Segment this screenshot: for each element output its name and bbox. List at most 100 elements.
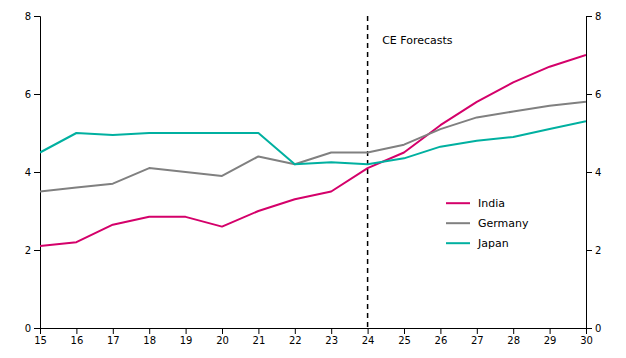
y2-axis-tick-mark — [586, 16, 592, 17]
annotations: CE Forecasts — [382, 34, 453, 47]
x-axis-tick-mark — [186, 328, 187, 334]
marks — [40, 16, 586, 328]
x-axis-tick-mark — [404, 328, 405, 334]
series-line — [40, 102, 586, 192]
x-axis-tick-mark — [149, 328, 150, 334]
y-axis-tick-label: 0 — [25, 323, 31, 334]
x-axis-tick-mark — [550, 328, 551, 334]
y2-axis-tick-mark — [586, 328, 592, 329]
x-axis-tick: 25 — [398, 328, 411, 346]
y2-axis-tick: 6 — [586, 89, 601, 100]
x-axis-tick-mark — [477, 328, 478, 334]
legend-label: India — [478, 197, 505, 210]
plot: 1516171819202122232425262728293002468024… — [25, 11, 602, 346]
legend-label: Germany — [478, 217, 529, 230]
y2-axis-tick-mark — [586, 172, 592, 173]
x-axis-tick-label: 17 — [107, 335, 120, 346]
x-axis-tick-label: 29 — [544, 335, 557, 346]
x-axis-tick-mark — [331, 328, 332, 334]
y-axis-tick: 8 — [25, 11, 40, 22]
legend: India Germany Japan — [446, 197, 529, 250]
x-axis-tick-mark — [295, 328, 296, 334]
x-axis-tick: 21 — [253, 328, 266, 346]
x-axis-tick: 24 — [362, 328, 375, 346]
y-axis-tick-mark — [34, 16, 40, 17]
legend-item: Germany — [446, 217, 529, 230]
x-axis-tick-label: 22 — [289, 335, 302, 346]
x-axis-tick: 15 — [34, 328, 47, 346]
y2-axis-line — [587, 17, 593, 329]
x-axis-tick-label: 16 — [71, 335, 84, 346]
x-axis-tick-label: 18 — [143, 335, 156, 346]
x-axis-tick: 20 — [216, 328, 229, 346]
x-axis-tick-label: 27 — [471, 335, 484, 346]
y-axis-tick-label: 4 — [25, 167, 31, 178]
y2-axis-tick-label: 8 — [595, 11, 601, 22]
x-axis-tick-label: 24 — [362, 335, 375, 346]
y2-axis-tick-label: 2 — [595, 245, 601, 256]
legend-label: Japan — [477, 237, 509, 250]
x-axis-tick: 18 — [143, 328, 156, 346]
y2-axis-tick-mark — [586, 250, 592, 251]
x-axis-tick: 19 — [180, 328, 193, 346]
x-axis: 15 16 17 18 19 20 21 22 23 24 25 26 27 28 29 30 — [34, 328, 593, 346]
x-axis-tick-label: 30 — [580, 335, 593, 346]
x-axis-tick: 17 — [107, 328, 120, 346]
y2-axis-tick: 2 — [586, 245, 601, 256]
x-axis-tick-label: 25 — [398, 335, 411, 346]
x-axis-tick-label: 15 — [34, 335, 47, 346]
y-axis-tick-mark — [34, 94, 40, 95]
legend-item: India — [446, 197, 505, 210]
series-line — [40, 55, 586, 246]
x-axis-tick-mark — [258, 328, 259, 334]
y-axis-tick-label: 8 — [25, 11, 31, 22]
y-axis-tick-mark — [34, 172, 40, 173]
x-axis-tick-mark — [368, 328, 369, 334]
x-axis-line — [41, 329, 587, 335]
x-axis-tick-mark — [222, 328, 223, 334]
y2-axis-tick-mark — [586, 94, 592, 95]
reference-line — [367, 16, 369, 328]
x-axis-tick: 22 — [289, 328, 302, 346]
x-axis-tick-mark — [76, 328, 77, 334]
y-axis-tick-mark — [34, 328, 40, 329]
y-axis-tick-mark — [34, 250, 40, 251]
x-axis-tick: 29 — [544, 328, 557, 346]
x-axis-tick: 27 — [471, 328, 484, 346]
x-axis-tick: 30 — [580, 328, 593, 346]
x-axis-tick: 16 — [71, 328, 84, 346]
x-axis-tick-label: 26 — [435, 335, 448, 346]
x-axis-tick: 26 — [435, 328, 448, 346]
y-axis-line — [34, 17, 41, 329]
x-axis-tick: 23 — [325, 328, 338, 346]
legend-swatch — [446, 222, 470, 224]
x-axis-tick-label: 28 — [507, 335, 520, 346]
y2-axis: 0 2 4 6 8 — [586, 11, 601, 334]
y-axis: 0 2 4 6 8 — [25, 11, 41, 334]
x-axis-tick: 28 — [507, 328, 520, 346]
y2-axis-tick-label: 4 — [595, 167, 601, 178]
y2-axis-tick: 0 — [586, 323, 601, 334]
x-axis-tick-mark — [440, 328, 441, 334]
x-axis-tick-label: 19 — [180, 335, 193, 346]
x-axis-tick-label: 20 — [216, 335, 229, 346]
x-axis-tick-mark — [513, 328, 514, 334]
y-axis-tick-label: 2 — [25, 245, 31, 256]
x-axis-tick-mark — [113, 328, 114, 334]
y2-axis-tick-label: 6 — [595, 89, 601, 100]
x-axis-tick-label: 21 — [253, 335, 266, 346]
series-line — [40, 121, 586, 164]
legend-item: Japan — [446, 237, 509, 250]
legend-swatch — [446, 242, 470, 244]
y2-axis-tick-label: 0 — [595, 323, 601, 334]
x-axis-tick-label: 23 — [325, 335, 338, 346]
y2-axis-tick: 8 — [586, 11, 601, 22]
y-axis-tick: 0 — [25, 323, 40, 334]
chart: 1516171819202122232425262728293002468024… — [0, 0, 626, 358]
y-axis-tick: 2 — [25, 245, 40, 256]
legend-swatch — [446, 202, 470, 204]
y2-axis-tick: 4 — [586, 167, 601, 178]
y-axis-tick: 4 — [25, 167, 40, 178]
y-axis-tick: 6 — [25, 89, 40, 100]
annotation: CE Forecasts — [382, 34, 453, 47]
